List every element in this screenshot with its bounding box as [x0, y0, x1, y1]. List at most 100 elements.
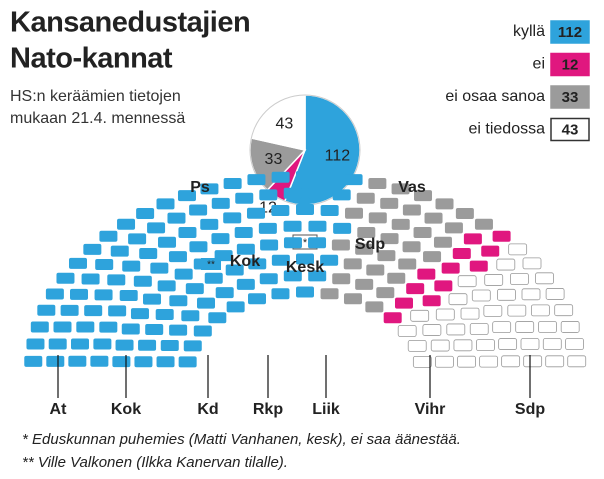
- seat: [391, 183, 410, 195]
- seat: [520, 338, 540, 350]
- seat: [248, 293, 267, 305]
- seat: [296, 171, 314, 182]
- seat: [398, 258, 417, 270]
- seat: [30, 321, 49, 333]
- seat: [247, 174, 266, 186]
- seat: [46, 355, 65, 367]
- seat: [248, 258, 267, 270]
- seat: [308, 270, 327, 282]
- seat: [481, 245, 500, 257]
- party-label: Vas: [398, 179, 426, 196]
- seat: [366, 264, 385, 276]
- seat: [283, 270, 302, 282]
- seat: [110, 245, 129, 257]
- seat: [271, 254, 290, 266]
- legend-value: 112: [558, 24, 582, 41]
- seat: [453, 339, 473, 352]
- seat: [455, 207, 474, 219]
- legend-box: [550, 52, 590, 77]
- seat: [522, 257, 542, 270]
- seat: [355, 278, 374, 290]
- seat: [183, 340, 202, 352]
- seat: [107, 274, 126, 286]
- seat: [510, 273, 529, 285]
- seat: [225, 264, 244, 276]
- seat: [560, 321, 580, 333]
- seat: [343, 293, 362, 305]
- seat: [545, 355, 565, 368]
- seat: [117, 218, 136, 230]
- seat: [368, 212, 387, 224]
- seat-map: [24, 171, 587, 368]
- seat: [200, 218, 219, 230]
- seat: [412, 355, 432, 368]
- seat: [320, 288, 339, 300]
- seat: [422, 324, 442, 336]
- seat: [508, 243, 528, 256]
- seat: [99, 321, 118, 333]
- seat: [122, 260, 141, 272]
- seat: [169, 295, 188, 307]
- seat: [246, 207, 265, 219]
- legend-box: [550, 117, 590, 142]
- seat: [26, 338, 45, 350]
- seat: [95, 259, 114, 271]
- seat: [226, 301, 245, 313]
- legend-label: ei tiedossa: [469, 121, 546, 138]
- party-label: At: [50, 401, 68, 418]
- seat: [271, 171, 290, 183]
- subtitle-line: HS:n keräämien tietojen: [10, 88, 181, 105]
- pie-label: 33: [265, 151, 283, 168]
- seat: [448, 293, 468, 306]
- legend-box: [550, 85, 590, 109]
- seat: [259, 273, 278, 285]
- seat: [457, 275, 477, 288]
- seat: [345, 207, 364, 219]
- seat: [283, 220, 302, 232]
- seat: [377, 250, 396, 262]
- seat: [406, 283, 425, 295]
- seat: [343, 258, 362, 270]
- seat: [492, 321, 512, 334]
- seat: [296, 286, 314, 298]
- footnote: ** Ville Valkonen (Ilkka Kanervan tilall…: [22, 454, 288, 471]
- seat: [155, 309, 174, 320]
- seat: [545, 288, 565, 300]
- legend-box: [550, 20, 590, 44]
- seat: [483, 305, 503, 317]
- seat: [492, 230, 511, 242]
- seat: [193, 325, 212, 337]
- seat: [296, 253, 314, 265]
- seat: [380, 197, 399, 209]
- party-label: Sdp: [355, 236, 385, 253]
- seat: [538, 321, 557, 333]
- seat: [200, 183, 219, 195]
- seat: [147, 222, 166, 234]
- seat: [223, 177, 242, 189]
- seat: [515, 321, 535, 333]
- seat: [156, 198, 175, 210]
- seat: [259, 189, 278, 201]
- seat: [45, 288, 64, 300]
- seat: [496, 258, 516, 271]
- seat: [178, 226, 197, 238]
- seat: [130, 308, 149, 320]
- subtitle-line: mukaan 21.4. mennessä: [10, 110, 185, 127]
- seat: [413, 226, 432, 238]
- seat: [402, 204, 421, 216]
- seat: [410, 309, 430, 322]
- seat: [308, 187, 327, 199]
- seat: [435, 355, 454, 368]
- seat: [53, 321, 72, 333]
- seat: [407, 339, 427, 352]
- seat: [501, 355, 521, 368]
- seat: [565, 338, 584, 350]
- seat: [258, 222, 277, 234]
- seat: [521, 288, 541, 301]
- seat: [283, 187, 302, 199]
- seat: [444, 222, 463, 234]
- party-label: Kesk: [286, 259, 324, 276]
- seat: [150, 262, 169, 274]
- seat: [48, 338, 67, 350]
- seat: [469, 260, 488, 272]
